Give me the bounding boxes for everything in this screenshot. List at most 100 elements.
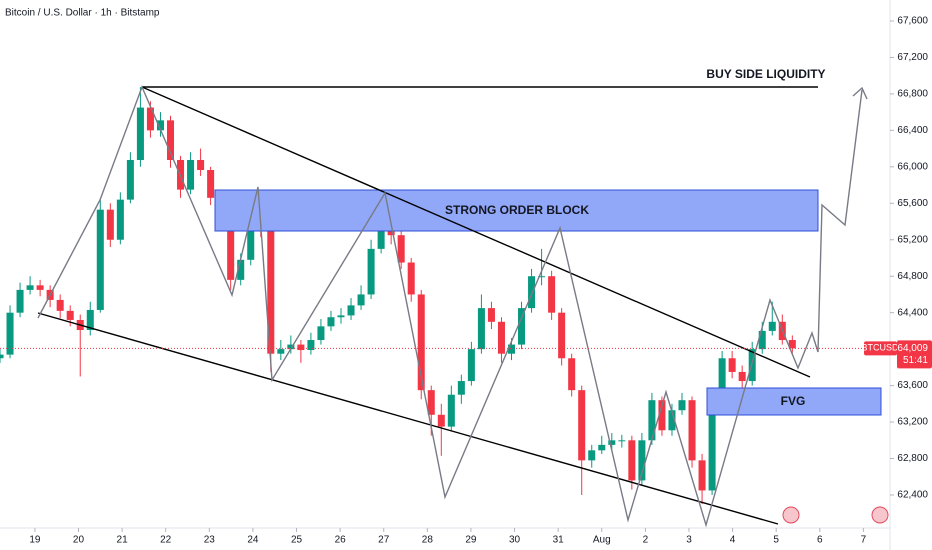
candle-body xyxy=(628,440,636,481)
candle-body xyxy=(387,230,395,236)
candle-body xyxy=(608,440,616,445)
candle-body xyxy=(187,159,195,190)
candle-body xyxy=(457,381,465,395)
axes: 62,40062,80063,20063,60064,00064,40064,8… xyxy=(0,16,932,546)
candle-body xyxy=(558,312,566,359)
symbol-label: BTCUSD xyxy=(861,343,899,353)
candle-body xyxy=(638,440,646,481)
fvg-zone xyxy=(706,387,882,416)
candle-body xyxy=(267,229,275,354)
candle-body xyxy=(26,285,34,290)
candle-body xyxy=(317,326,325,341)
candle-body xyxy=(598,444,606,451)
x-tick-label: 21 xyxy=(117,535,129,546)
x-tick-label: 5 xyxy=(773,535,779,546)
drawings: BUY SIDE LIQUIDITY STRONG ORDER BLOCK FV… xyxy=(37,67,889,528)
candle-body xyxy=(297,344,305,351)
y-tick-label: 67,600 xyxy=(897,16,928,27)
candle-body xyxy=(477,308,485,350)
x-tick-label: 22 xyxy=(160,535,172,546)
candle-body xyxy=(678,400,686,411)
annotation: FVG xyxy=(781,394,806,408)
x-tick-label: 7 xyxy=(861,535,867,546)
candle-body xyxy=(728,358,736,372)
candle-body xyxy=(658,400,666,431)
event-icon[interactable] xyxy=(871,506,889,524)
candle-body xyxy=(66,310,74,320)
x-tick-label: 27 xyxy=(378,535,390,546)
x-tick-label: 23 xyxy=(204,535,216,546)
candle-body xyxy=(467,349,475,382)
candle-body xyxy=(738,371,746,382)
candle-body xyxy=(0,354,4,359)
candle-body xyxy=(106,209,114,240)
annotation: BUY SIDE LIQUIDITY xyxy=(706,67,825,81)
upper-trendline xyxy=(141,86,811,378)
candle-body xyxy=(718,358,726,395)
y-tick-label: 63,200 xyxy=(897,417,928,428)
candle-body xyxy=(688,400,696,461)
candle-body xyxy=(357,294,365,306)
x-tick-label: 30 xyxy=(509,535,521,546)
candle-body xyxy=(668,410,676,431)
x-tick-label: 2 xyxy=(643,535,649,546)
candle-body xyxy=(568,358,576,391)
candle-body xyxy=(116,199,124,240)
candle-body xyxy=(578,390,586,461)
annotation: STRONG ORDER BLOCK xyxy=(445,203,589,217)
y-tick-label: 64,800 xyxy=(897,271,928,282)
candle-body xyxy=(507,344,516,354)
candle-body xyxy=(487,308,495,322)
candle-body xyxy=(518,308,526,345)
candle-body xyxy=(86,309,94,330)
x-tick-label: 4 xyxy=(730,535,736,546)
y-tick-label: 65,600 xyxy=(897,198,928,209)
candle-body xyxy=(247,219,255,260)
price-label-box xyxy=(897,340,932,369)
candle-body xyxy=(237,259,245,280)
chart-title: Bitcoin / U.S. Dollar · 1h · Bitstamp xyxy=(5,8,160,19)
candle-body xyxy=(648,400,656,441)
candle-body xyxy=(156,120,164,131)
candle-body xyxy=(6,312,14,355)
candle-body xyxy=(227,209,235,280)
candle-body xyxy=(367,248,375,295)
candle-body xyxy=(277,349,285,354)
candle-body xyxy=(437,414,445,427)
candle-body xyxy=(548,276,556,313)
x-tick-label: 28 xyxy=(422,535,434,546)
candle-body xyxy=(287,344,295,350)
candle-body xyxy=(698,460,706,491)
x-tick-label: 25 xyxy=(291,535,303,546)
countdown-label: 51:41 xyxy=(903,355,928,366)
candle-body xyxy=(618,440,626,442)
candle-body xyxy=(197,159,205,171)
projection-arrow xyxy=(852,86,868,100)
candle-body xyxy=(16,289,24,313)
candle-body xyxy=(377,230,385,249)
x-tick-label: 20 xyxy=(73,535,85,546)
y-tick-label: 66,800 xyxy=(897,89,928,100)
candle-body xyxy=(307,340,315,351)
order-block-zone xyxy=(214,189,819,232)
y-tick-label: 62,400 xyxy=(897,490,928,501)
y-tick-label: 64,400 xyxy=(897,307,928,318)
x-tick-label: 31 xyxy=(553,535,565,546)
x-tick-label: 6 xyxy=(817,535,823,546)
candle-body xyxy=(417,294,425,391)
candle-body xyxy=(207,170,215,198)
candle-body xyxy=(407,262,415,295)
y-tick-label: 67,200 xyxy=(897,52,928,63)
x-tick-label: 26 xyxy=(335,535,347,546)
candle-body xyxy=(538,276,546,278)
x-tick-label: 3 xyxy=(686,535,692,546)
candle-body xyxy=(588,450,596,461)
candle-body xyxy=(56,299,64,311)
candle-body xyxy=(146,107,154,131)
event-icon[interactable] xyxy=(782,506,800,524)
projection-path xyxy=(37,85,863,528)
candle-body xyxy=(447,394,455,427)
x-tick-label: 29 xyxy=(465,535,477,546)
